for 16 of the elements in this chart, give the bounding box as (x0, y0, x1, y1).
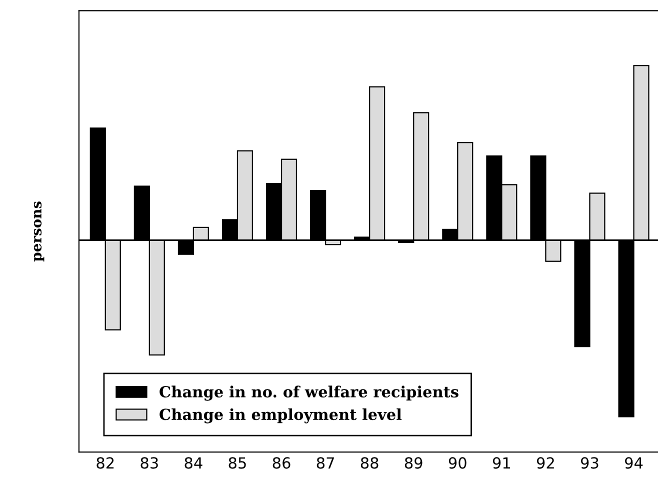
x-tick-label: 94 (625, 457, 643, 469)
x-tick-label: 85 (228, 457, 246, 469)
x-tick-label: 93 (580, 457, 598, 469)
x-tick-label: 84 (184, 457, 202, 469)
x-tick-label: 89 (404, 457, 422, 469)
y-axis-title: persons (34, 201, 44, 262)
x-tick-label: 87 (316, 457, 334, 469)
legend-label: Change in no. of welfare recipients (160, 386, 458, 401)
legend-label: Change in employment level (160, 408, 402, 424)
x-tick-label: 82 (96, 457, 114, 469)
x-tick-label: 83 (140, 457, 158, 469)
x-tick-label: 92 (536, 457, 554, 469)
x-tick-label: 88 (360, 457, 378, 469)
x-tick-label: 91 (492, 457, 510, 469)
x-tick-label: 86 (272, 457, 290, 469)
x-tick-label: 90 (448, 457, 466, 469)
